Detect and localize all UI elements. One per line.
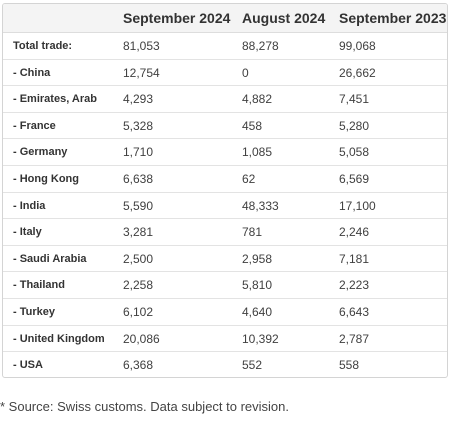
value-august-2024: 781: [242, 225, 263, 240]
value-september-2023: 5,058: [339, 145, 370, 160]
row-label: - Thailand: [13, 279, 65, 292]
value-september-2024: 6,638: [123, 171, 154, 186]
row-label: - Saudi Arabia: [13, 252, 87, 265]
table-row: - India 5,590 48,333 17,100: [3, 193, 447, 220]
trade-table: September 2024 August 2024 September 202…: [2, 3, 448, 378]
value-september-2024: 6,368: [123, 358, 154, 373]
value-september-2024: 5,328: [123, 118, 154, 133]
row-label: Total trade:: [13, 40, 73, 52]
value-september-2024: 2,500: [123, 251, 154, 266]
value-september-2023: 6,643: [339, 304, 370, 319]
value-august-2024: 62: [242, 171, 256, 186]
value-august-2024: 10,392: [242, 331, 279, 346]
value-september-2023: 26,662: [339, 65, 376, 80]
value-september-2024: 20,086: [123, 331, 160, 346]
value-september-2023: 17,100: [339, 198, 376, 213]
value-september-2023: 558: [339, 358, 360, 373]
value-august-2024: 88,278: [242, 39, 279, 53]
row-label: - United Kingdom: [13, 332, 105, 345]
row-label: - Germany: [13, 146, 68, 159]
table-row: - Emirates, Arab 4,293 4,882 7,451: [3, 86, 447, 113]
row-label: - Emirates, Arab: [13, 93, 97, 106]
row-label: - China: [13, 66, 51, 79]
table-row: Total trade: 81,053 88,278 99,068: [3, 33, 447, 60]
value-september-2023: 2,223: [339, 278, 370, 293]
value-september-2024: 4,293: [123, 92, 154, 107]
table-row: - United Kingdom 20,086 10,392 2,787: [3, 326, 447, 353]
table-row: - Germany 1,710 1,085 5,058: [3, 139, 447, 166]
value-september-2023: 6,569: [339, 171, 370, 186]
table-row: - Saudi Arabia 2,500 2,958 7,181: [3, 246, 447, 273]
value-september-2023: 2,246: [339, 225, 370, 240]
value-september-2023: 7,451: [339, 92, 370, 107]
value-september-2024: 3,281: [123, 225, 154, 240]
value-september-2024: 81,053: [123, 39, 160, 53]
table-header: September 2024 August 2024 September 202…: [3, 4, 447, 33]
value-september-2023: 99,068: [339, 39, 376, 53]
table-row: - Turkey 6,102 4,640 6,643: [3, 299, 447, 326]
value-september-2024: 6,102: [123, 304, 154, 319]
value-september-2023: 2,787: [339, 331, 370, 346]
value-august-2024: 5,810: [242, 278, 273, 293]
table-row: - China 12,754 0 26,662: [3, 60, 447, 87]
value-august-2024: 0: [242, 65, 249, 80]
row-label: - Turkey: [13, 305, 55, 318]
value-august-2024: 2,958: [242, 251, 273, 266]
row-label: - France: [13, 119, 56, 132]
table-row: - Hong Kong 6,638 62 6,569: [3, 166, 447, 193]
value-september-2024: 12,754: [123, 65, 160, 80]
value-august-2024: 552: [242, 358, 263, 373]
value-september-2023: 7,181: [339, 251, 370, 266]
value-august-2024: 458: [242, 118, 263, 133]
value-august-2024: 4,640: [242, 304, 273, 319]
footnote: * Source: Swiss customs. Data subject to…: [0, 399, 290, 414]
value-september-2024: 1,710: [123, 145, 154, 160]
value-august-2024: 48,333: [242, 198, 279, 213]
table-row: - Italy 3,281 781 2,246: [3, 219, 447, 246]
row-label: - USA: [13, 359, 43, 372]
table-row: - France 5,328 458 5,280: [3, 113, 447, 140]
header-september-2023: September 2023: [339, 10, 447, 26]
value-august-2024: 4,882: [242, 92, 273, 107]
table-body: Total trade: 81,053 88,278 99,068 - China 12,…: [3, 33, 447, 377]
value-august-2024: 1,085: [242, 145, 273, 160]
table-row: - Thailand 2,258 5,810 2,223: [3, 272, 447, 299]
header-september-2024: September 2024: [123, 10, 231, 26]
value-september-2023: 5,280: [339, 118, 370, 133]
value-september-2024: 5,590: [123, 198, 154, 213]
row-label: - Hong Kong: [13, 172, 79, 185]
header-august-2024: August 2024: [242, 10, 326, 26]
row-label: - India: [13, 199, 46, 212]
row-label: - Italy: [13, 226, 42, 239]
value-september-2024: 2,258: [123, 278, 154, 293]
table-row: - USA 6,368 552 558: [3, 352, 447, 377]
